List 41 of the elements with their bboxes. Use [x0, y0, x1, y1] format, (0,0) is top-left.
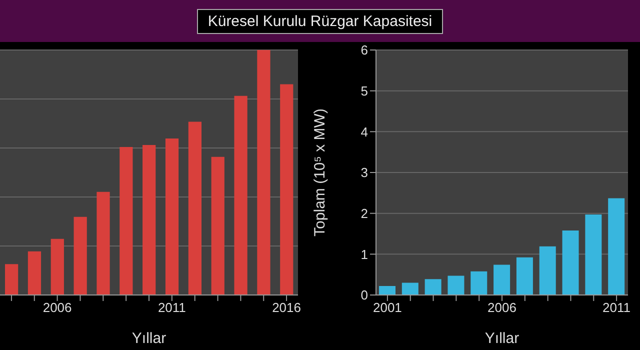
y-tick-label: 5 — [360, 83, 368, 98]
x-tick-label: 2011 — [602, 300, 631, 316]
bar — [5, 264, 18, 295]
x-tick-label: 2001 — [372, 300, 402, 316]
bar — [142, 145, 156, 295]
bar — [562, 230, 579, 295]
bar — [379, 286, 396, 295]
y-tick-label: 4 — [360, 124, 368, 140]
x-tick-label: 2011 — [158, 300, 186, 316]
y-tick-label: 3 — [360, 165, 368, 180]
x-tick-label: 2006 — [488, 300, 516, 316]
chart-title: Küresel Kurulu Rüzgar Kapasitesi — [196, 8, 444, 34]
bar — [448, 276, 464, 295]
bar — [96, 192, 110, 295]
bar — [424, 279, 442, 295]
bar — [257, 50, 270, 295]
x-tick-label: 2016 — [272, 300, 301, 316]
x-tick-label: 2006 — [42, 300, 72, 316]
bar — [211, 156, 224, 295]
y-tick-label: 2 — [360, 206, 368, 221]
bar — [516, 257, 533, 295]
bar — [402, 282, 418, 295]
bar — [494, 264, 510, 295]
x-axis-title: Yıllar — [484, 330, 520, 347]
y-tick-label: 6 — [360, 42, 368, 58]
y-tick-label: 0 — [360, 288, 368, 303]
bar — [234, 96, 248, 295]
bar — [470, 271, 488, 295]
bar — [608, 198, 625, 295]
bar — [50, 238, 64, 295]
bar — [74, 216, 87, 295]
y-tick-label: 1 — [360, 246, 368, 262]
bar — [539, 246, 556, 295]
x-axis-title: Yıllar — [132, 330, 166, 347]
bar — [585, 214, 602, 295]
bar — [28, 251, 42, 295]
bar — [188, 122, 202, 295]
bar — [120, 147, 133, 295]
bar — [280, 84, 294, 295]
bar — [165, 138, 179, 295]
y-axis-title: Toplam (10⁵ x MW) — [311, 108, 328, 236]
